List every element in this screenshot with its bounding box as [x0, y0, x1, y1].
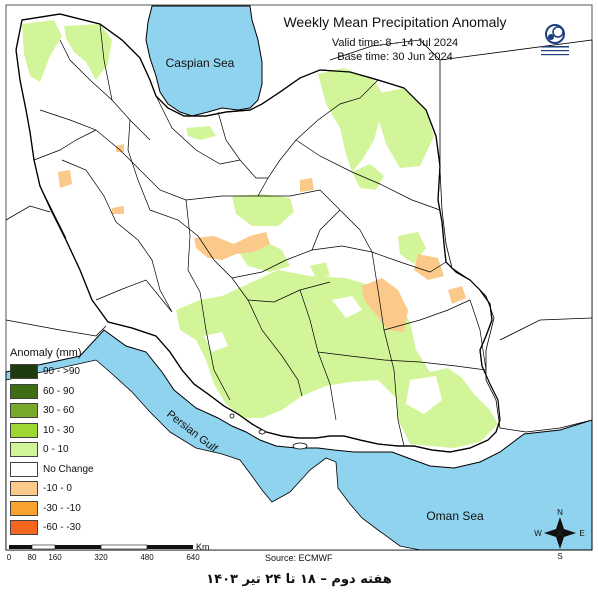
legend-label: No Change [43, 463, 94, 475]
compass-rose-icon: N S E W [534, 508, 584, 561]
oman-sea-label: Oman Sea [426, 509, 484, 523]
scale-tick-label: 320 [94, 553, 108, 562]
caspian-sea [145, 5, 263, 117]
scale-tick-label: 80 [28, 553, 37, 562]
compass-s: S [557, 552, 562, 561]
legend-label: 30 - 60 [43, 405, 75, 417]
border-iraq-turkey [5, 205, 51, 221]
eastern-neighbors [439, 39, 593, 433]
arabian-land [5, 359, 421, 551]
organization-logo-icon [541, 24, 569, 56]
source-label: Source: ECMWF [265, 553, 333, 563]
caspian-sea-label: Caspian Sea [166, 56, 235, 70]
iran-outline [15, 13, 501, 453]
border-turkmenistan [329, 39, 441, 61]
anomaly-zone-neg10-0 [58, 144, 466, 332]
scale-tick-label: 480 [140, 553, 154, 562]
gulf-islands [229, 413, 308, 450]
compass-n: N [557, 508, 563, 517]
scale-unit: Km [196, 542, 210, 552]
legend-swatch [10, 383, 38, 399]
legend-item: -10 - 0 [10, 479, 98, 499]
province-borders [33, 23, 487, 447]
scale-tick-label: 160 [48, 553, 62, 562]
legend-item: 30 - 60 [10, 401, 98, 421]
legend-label: -60 - -30 [43, 522, 81, 534]
legend-swatch [10, 422, 38, 438]
valid-time: Valid time: 8 - 14 Jul 2024 [331, 37, 459, 49]
legend-label: -10 - 0 [43, 483, 72, 495]
legend-title: Anomaly (mm) [10, 347, 82, 359]
legend-item: No Change [10, 460, 98, 480]
map-title: Weekly Mean Precipitation Anomaly [283, 14, 507, 30]
scale-bar: Km 0 80 160 320 480 640 [7, 542, 210, 562]
legend-swatch [10, 364, 38, 380]
legend-swatch [10, 481, 38, 497]
legend-swatch [10, 403, 38, 419]
border-af-pk [499, 317, 593, 341]
legend-item: 0 - 10 [10, 440, 98, 460]
border-iraq-kuwait [5, 319, 107, 337]
legend-swatch [10, 442, 38, 458]
legend-label: -30 - -10 [43, 502, 81, 514]
scale-tick-label: 640 [186, 553, 200, 562]
legend-item: 10 - 30 [10, 421, 98, 441]
base-time: Base time: 30 Jun 2024 [337, 51, 453, 63]
scale-tick-label: 0 [7, 553, 12, 562]
legend-label: 90 - >90 [43, 366, 80, 378]
legend: Anomaly (mm) 90 - >90 60 - 90 30 - 60 10 - … [10, 347, 98, 538]
legend-item: 60 - 90 [10, 382, 98, 402]
compass-w: W [534, 529, 542, 538]
legend-label: 10 - 30 [43, 424, 75, 436]
legend-label: 60 - 90 [43, 385, 75, 397]
compass-e: E [579, 529, 584, 538]
legend-swatch [10, 461, 38, 477]
legend-item: -60 - -30 [10, 518, 98, 538]
legend-swatch [10, 500, 38, 516]
legend-item: -30 - -10 [10, 499, 98, 519]
persian-date-caption: هفته دوم – ۱۸ تا ۲۴ تیر ۱۴۰۳ [206, 572, 392, 587]
legend-item: 90 - >90 [10, 362, 98, 382]
legend-label: 0 - 10 [43, 444, 69, 456]
legend-swatch [10, 520, 38, 536]
no-change-holes [204, 296, 460, 414]
